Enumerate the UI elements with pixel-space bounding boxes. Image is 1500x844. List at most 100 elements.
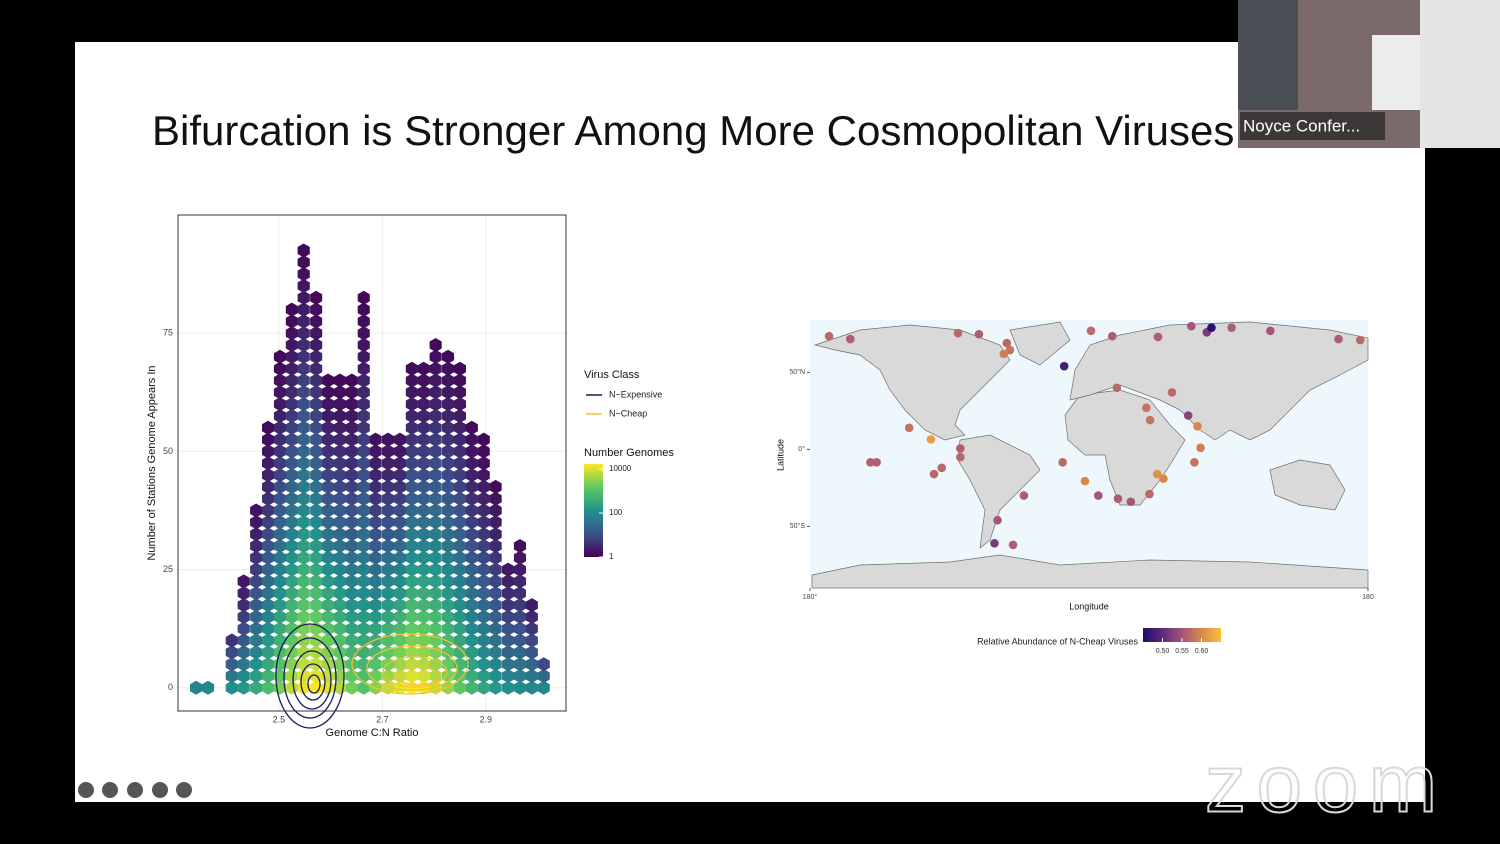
prev-button[interactable] bbox=[78, 782, 94, 798]
hex bbox=[273, 609, 286, 624]
station bbox=[1190, 458, 1199, 467]
hex bbox=[405, 479, 418, 494]
station bbox=[1196, 443, 1205, 453]
hex bbox=[369, 515, 382, 530]
hex bbox=[429, 361, 442, 376]
hex bbox=[357, 479, 370, 494]
pen-button[interactable] bbox=[102, 782, 118, 798]
hex-column bbox=[190, 680, 203, 695]
hex bbox=[502, 598, 515, 613]
hex bbox=[333, 621, 346, 636]
hex bbox=[405, 609, 418, 624]
hex bbox=[369, 550, 382, 565]
contour bbox=[300, 663, 326, 701]
station bbox=[1086, 326, 1096, 336]
hex bbox=[333, 598, 346, 613]
hex bbox=[357, 373, 370, 388]
hex bbox=[322, 586, 335, 601]
hex-column bbox=[393, 432, 406, 695]
hex bbox=[477, 456, 490, 471]
hex bbox=[369, 468, 382, 483]
hex bbox=[237, 598, 250, 613]
hex bbox=[345, 503, 358, 518]
hex bbox=[465, 598, 478, 613]
hex bbox=[310, 574, 323, 589]
hex bbox=[429, 479, 442, 494]
hex bbox=[273, 515, 286, 530]
hex bbox=[477, 444, 490, 459]
hex bbox=[262, 586, 275, 601]
land bbox=[1009, 321, 1071, 366]
participant-name: Noyce Confer... bbox=[1243, 116, 1360, 135]
name-tag bbox=[1240, 112, 1385, 140]
hex bbox=[225, 657, 238, 672]
hex bbox=[405, 598, 418, 613]
hex bbox=[453, 609, 466, 624]
hex bbox=[262, 491, 275, 506]
hex bbox=[405, 621, 418, 636]
x-axis-label: Longitude bbox=[1069, 601, 1109, 611]
station bbox=[1059, 361, 1069, 371]
hex bbox=[429, 349, 442, 364]
hex bbox=[465, 609, 478, 624]
hex bbox=[489, 669, 502, 683]
hex bbox=[502, 609, 515, 624]
hex bbox=[442, 373, 455, 388]
hex bbox=[429, 385, 442, 400]
hex bbox=[297, 657, 310, 672]
y-tick-label: 50°N bbox=[789, 368, 805, 376]
hex bbox=[322, 574, 335, 589]
hex bbox=[297, 349, 310, 364]
station bbox=[1334, 334, 1343, 344]
next-button[interactable] bbox=[176, 782, 192, 798]
hex bbox=[417, 373, 430, 388]
contour bbox=[292, 650, 332, 710]
hex bbox=[442, 539, 455, 553]
x-axis-label: Genome C:N Ratio bbox=[326, 727, 419, 739]
hex bbox=[345, 621, 358, 636]
hex bbox=[333, 420, 346, 435]
hex bbox=[465, 491, 478, 506]
hex bbox=[405, 645, 418, 660]
hex bbox=[429, 491, 442, 506]
hex bbox=[417, 633, 430, 648]
hex bbox=[429, 657, 442, 672]
hex bbox=[322, 479, 335, 494]
station bbox=[1355, 335, 1365, 345]
station bbox=[1153, 332, 1163, 342]
hex bbox=[405, 385, 418, 400]
hex bbox=[382, 491, 395, 506]
hex bbox=[442, 621, 455, 636]
hex bbox=[322, 432, 335, 447]
hex bbox=[453, 586, 466, 601]
hex bbox=[369, 479, 382, 494]
hex bbox=[477, 562, 490, 577]
hex bbox=[273, 621, 286, 636]
hex bbox=[453, 397, 466, 412]
hex bbox=[225, 680, 238, 695]
hex bbox=[297, 361, 310, 376]
hex bbox=[417, 361, 430, 376]
hex bbox=[285, 609, 298, 624]
cc-button[interactable] bbox=[127, 782, 143, 798]
hex bbox=[345, 539, 358, 553]
hex bbox=[285, 420, 298, 435]
hex bbox=[405, 550, 418, 565]
station bbox=[1193, 421, 1202, 431]
y-axis-label: Latitude bbox=[775, 439, 785, 471]
hex bbox=[477, 633, 490, 648]
hex bbox=[502, 586, 515, 601]
hex bbox=[393, 527, 406, 542]
hex bbox=[273, 527, 286, 542]
hex bbox=[465, 562, 478, 577]
more-button[interactable] bbox=[152, 782, 168, 798]
hex-column bbox=[429, 338, 442, 695]
hex bbox=[489, 550, 502, 565]
hex bbox=[477, 550, 490, 565]
hex bbox=[489, 491, 502, 506]
hex bbox=[442, 680, 455, 695]
hex bbox=[393, 574, 406, 589]
land bbox=[811, 554, 1369, 589]
hex bbox=[405, 373, 418, 388]
hex bbox=[297, 432, 310, 447]
